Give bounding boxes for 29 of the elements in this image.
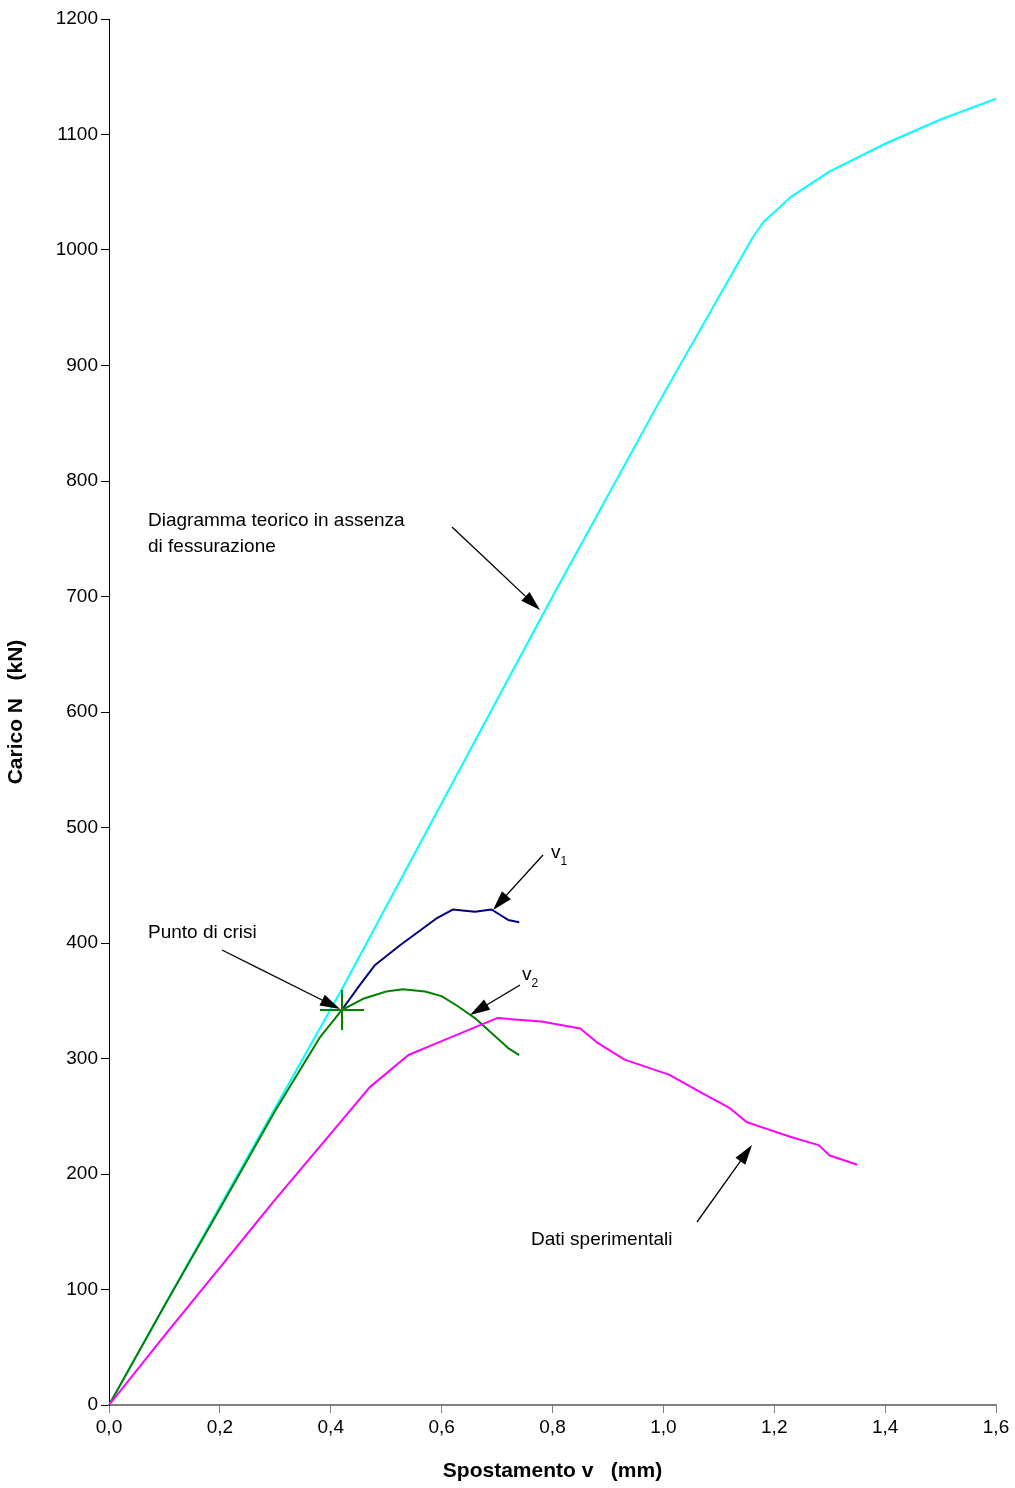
y-axis-title: Carico N (kN) <box>3 639 27 785</box>
x-tick-label: 0,6 <box>428 1415 455 1437</box>
annotation: v$_{1}$ <box>551 841 568 868</box>
x-tick-label: 1,2 <box>761 1415 788 1437</box>
y-tick-label: 700 <box>66 584 98 606</box>
annotation: Dati sperimentali <box>531 1228 673 1249</box>
x-tick-label: 0,8 <box>539 1415 566 1437</box>
annotation: Punto di crisi <box>148 921 257 942</box>
y-tick-label: 500 <box>66 815 98 837</box>
x-axis-title: Spostamento v (mm) <box>442 1458 663 1482</box>
annotation: Diagramma teorico in assenza di fessurazione <box>148 509 406 556</box>
annotation: v$_{2}$ <box>522 963 539 990</box>
x-tick-label: 0,0 <box>95 1415 123 1437</box>
y-tick-label: 1200 <box>55 7 98 29</box>
y-tick-label: 200 <box>66 1162 98 1184</box>
x-tick-label: 0,4 <box>317 1415 345 1437</box>
y-tick-label: 1100 <box>57 122 98 144</box>
y-tick-label: 1000 <box>55 238 98 260</box>
y-tick-label: 400 <box>66 931 98 953</box>
y-tick-label: 900 <box>66 353 98 375</box>
y-tick-label: 0 <box>87 1393 98 1415</box>
y-tick-label: 800 <box>66 469 98 491</box>
y-tick-label: 600 <box>66 700 98 722</box>
x-tick-label: 1,4 <box>871 1415 899 1437</box>
x-tick-label: 1,6 <box>982 1415 1010 1437</box>
y-tick-label: 100 <box>66 1277 98 1299</box>
x-tick-label: 0,2 <box>206 1415 234 1437</box>
y-tick-label: 300 <box>66 1046 98 1068</box>
x-tick-label: 1,0 <box>650 1415 677 1437</box>
